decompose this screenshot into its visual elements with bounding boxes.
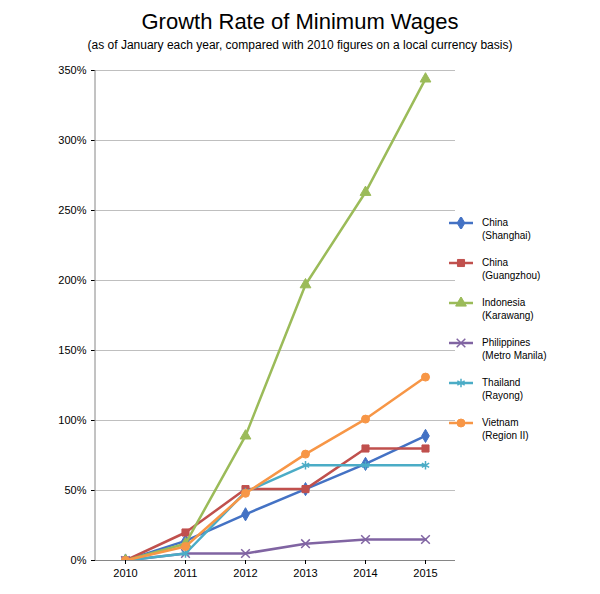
- svg-text:2010: 2010: [113, 567, 137, 579]
- svg-text:150%: 150%: [58, 344, 86, 356]
- svg-text:2012: 2012: [233, 567, 257, 579]
- html-text:(Rayong): (Rayong): [482, 390, 524, 401]
- svg-text:2014: 2014: [353, 567, 377, 579]
- html-text:(Metro Manila): (Metro Manila): [482, 350, 547, 361]
- svg-text:100%: 100%: [58, 414, 86, 426]
- html-text:Thailand: Thailand: [482, 377, 521, 388]
- html-text:(Guangzhou): (Guangzhou): [482, 270, 541, 281]
- svg-text:2011: 2011: [174, 567, 198, 579]
- html-text:Philippines: Philippines: [482, 337, 531, 348]
- html-text:(Shanghai): (Shanghai): [482, 230, 531, 241]
- svg-text:2013: 2013: [293, 567, 317, 579]
- html-text:(Karawang): (Karawang): [482, 310, 534, 321]
- svg-text:350%: 350%: [58, 64, 86, 76]
- svg-text:2015: 2015: [413, 567, 437, 579]
- svg-text:50%: 50%: [64, 484, 86, 496]
- html-text:Vietnam: Vietnam: [482, 417, 519, 428]
- html-text:China: China: [482, 257, 509, 268]
- html-text:Growth Rate of Minimum Wages: Growth Rate of Minimum Wages: [141, 9, 459, 34]
- svg-text:200%: 200%: [58, 274, 86, 286]
- svg-text:250%: 250%: [58, 204, 86, 216]
- html-text:(Region II): (Region II): [482, 430, 529, 441]
- html-text:Indonesia: Indonesia: [482, 297, 526, 308]
- svg-text:300%: 300%: [58, 134, 86, 146]
- html-text:(as of January each year, comp: (as of January each year, compared with …: [87, 38, 513, 52]
- html-text:China: China: [482, 217, 509, 228]
- svg-text:0%: 0%: [71, 554, 87, 566]
